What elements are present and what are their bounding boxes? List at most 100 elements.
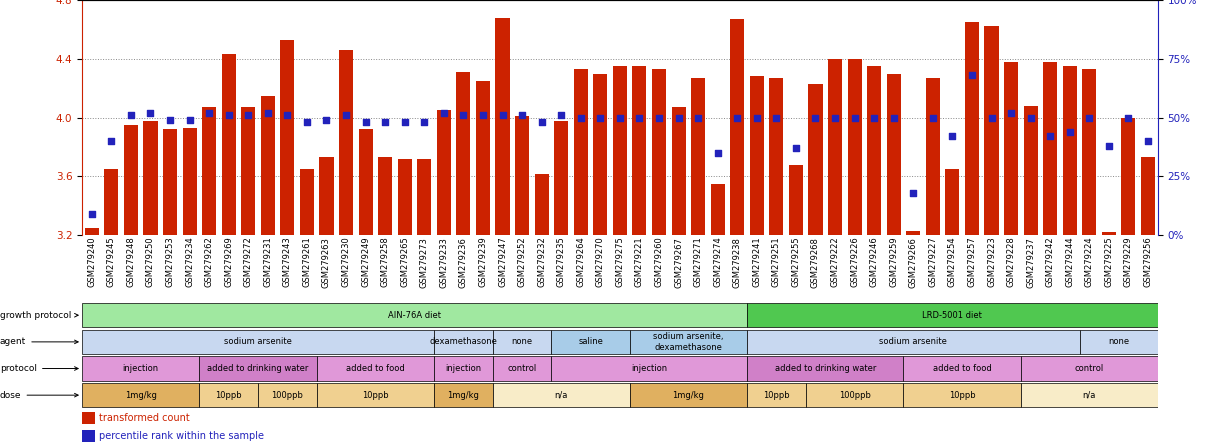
Bar: [199, 356, 317, 381]
Text: GSM279242: GSM279242: [1046, 237, 1055, 287]
Point: [513, 112, 532, 119]
Point: [1060, 128, 1079, 135]
Bar: [437, 110, 451, 444]
Text: GSM279263: GSM279263: [322, 237, 330, 288]
Point: [258, 109, 277, 116]
Bar: [1024, 106, 1037, 444]
Bar: [260, 95, 275, 444]
Bar: [551, 356, 747, 381]
Bar: [903, 383, 1020, 408]
Bar: [965, 22, 979, 444]
Bar: [1062, 66, 1077, 444]
Bar: [456, 72, 470, 444]
Point: [649, 114, 668, 121]
Text: transformed count: transformed count: [99, 413, 191, 424]
Bar: [104, 169, 118, 444]
Bar: [710, 184, 725, 444]
Point: [1001, 109, 1020, 116]
Text: 1mg/kg: 1mg/kg: [447, 391, 479, 400]
Text: GSM279235: GSM279235: [557, 237, 566, 287]
Text: GSM279233: GSM279233: [439, 237, 449, 288]
Bar: [300, 169, 314, 444]
Text: 1mg/kg: 1mg/kg: [124, 391, 157, 400]
Text: agent: agent: [0, 337, 78, 346]
Text: GSM279248: GSM279248: [127, 237, 135, 287]
Bar: [258, 383, 317, 408]
Bar: [906, 231, 920, 444]
Text: GSM279227: GSM279227: [929, 237, 937, 287]
Point: [396, 119, 415, 126]
Bar: [750, 76, 763, 444]
Point: [572, 114, 591, 121]
Bar: [984, 27, 999, 444]
Text: GSM279253: GSM279253: [165, 237, 175, 287]
Bar: [691, 78, 706, 444]
Point: [825, 114, 844, 121]
Text: 10ppb: 10ppb: [763, 391, 790, 400]
Bar: [747, 383, 806, 408]
Text: 10ppb: 10ppb: [362, 391, 388, 400]
Point: [727, 114, 747, 121]
Point: [786, 145, 806, 152]
Bar: [555, 121, 568, 444]
Bar: [808, 84, 822, 444]
Bar: [1079, 329, 1158, 354]
Bar: [829, 59, 842, 444]
Bar: [551, 329, 630, 354]
Text: GSM279241: GSM279241: [753, 237, 761, 287]
Point: [180, 116, 199, 123]
Bar: [163, 130, 177, 444]
Bar: [789, 165, 803, 444]
Bar: [574, 69, 587, 444]
Text: GSM279265: GSM279265: [400, 237, 409, 287]
Text: GSM279267: GSM279267: [674, 237, 683, 288]
Text: GSM279255: GSM279255: [791, 237, 801, 287]
Text: saline: saline: [578, 337, 603, 346]
Point: [591, 114, 610, 121]
Text: GSM279221: GSM279221: [634, 237, 644, 287]
Bar: [434, 356, 493, 381]
Bar: [82, 412, 95, 424]
Text: growth protocol: growth protocol: [0, 311, 78, 320]
Point: [767, 114, 786, 121]
Point: [298, 119, 317, 126]
Text: GSM279271: GSM279271: [693, 237, 703, 287]
Text: GSM279223: GSM279223: [987, 237, 996, 287]
Point: [669, 114, 689, 121]
Bar: [1082, 69, 1096, 444]
Bar: [241, 107, 256, 444]
Bar: [280, 40, 294, 444]
Point: [1079, 114, 1099, 121]
Bar: [493, 329, 551, 354]
Text: none: none: [1108, 337, 1129, 346]
Text: percentile rank within the sample: percentile rank within the sample: [99, 431, 264, 441]
Bar: [317, 356, 434, 381]
Point: [923, 114, 942, 121]
Bar: [903, 356, 1020, 381]
Bar: [493, 356, 551, 381]
Bar: [867, 66, 882, 444]
Bar: [630, 329, 747, 354]
Text: injection: injection: [123, 364, 159, 373]
Text: GSM279270: GSM279270: [596, 237, 605, 287]
Text: GSM279249: GSM279249: [361, 237, 370, 287]
Bar: [398, 159, 411, 444]
Point: [748, 114, 767, 121]
Text: added to drinking water: added to drinking water: [774, 364, 876, 373]
Bar: [1141, 157, 1155, 444]
Bar: [124, 125, 137, 444]
Text: GSM279236: GSM279236: [459, 237, 468, 288]
Point: [375, 119, 394, 126]
Text: GSM279225: GSM279225: [1105, 237, 1113, 287]
Text: none: none: [511, 337, 533, 346]
Bar: [82, 383, 199, 408]
Point: [82, 210, 101, 218]
Bar: [1102, 232, 1116, 444]
Text: GSM279228: GSM279228: [1007, 237, 1015, 287]
Bar: [434, 329, 493, 354]
Point: [982, 114, 1001, 121]
Point: [610, 114, 630, 121]
Point: [1138, 138, 1158, 145]
Text: GSM279252: GSM279252: [517, 237, 527, 287]
Bar: [82, 430, 95, 442]
